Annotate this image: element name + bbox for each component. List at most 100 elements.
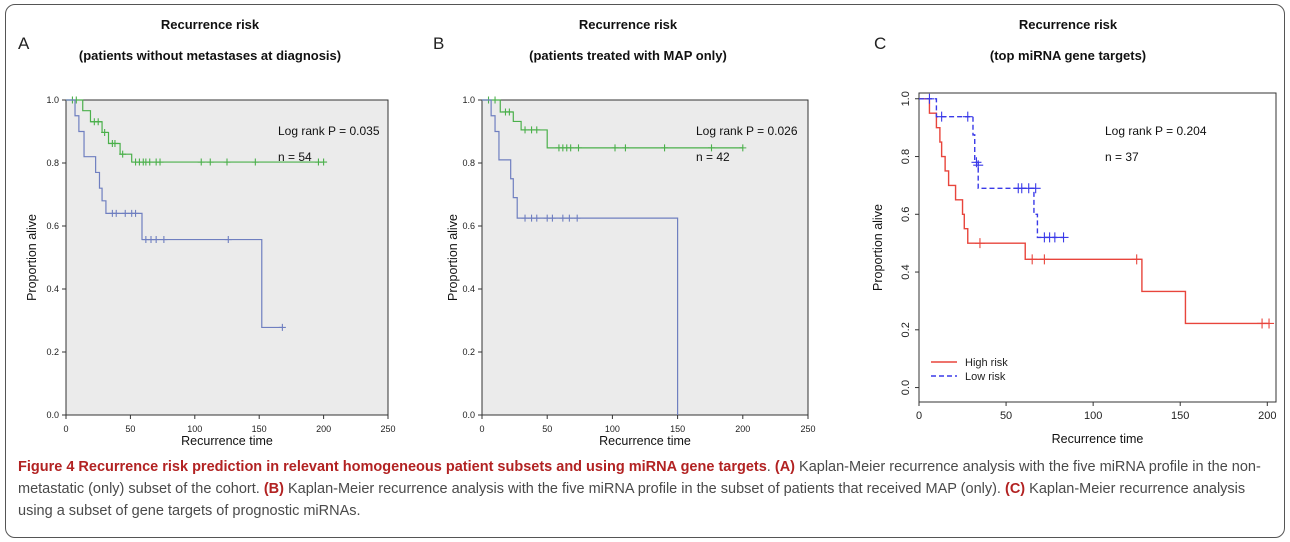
- p1-series-1-censor-mark: [533, 214, 541, 222]
- panel-b-pvalue: Log rank P = 0.026: [696, 124, 798, 138]
- p0-y-tick-label: 0.6: [46, 221, 59, 231]
- panel-c-subtitle: (top miRNA gene targets): [990, 48, 1146, 63]
- p0-series-1-censor-mark: [132, 209, 140, 217]
- panel-c-plot: 0.0 0.2 0.4 0.6 0.8 1.0 0 50 100 150 200 Proportion…: [871, 91, 1277, 446]
- caption-b-text: Kaplan-Meier recurrence analysis with th…: [283, 481, 1005, 497]
- figure-caption: Figure 4 Recurrence risk prediction in r…: [18, 456, 1274, 522]
- panel-letter-b: B: [433, 34, 444, 53]
- p0-series-0-censor-mark: [197, 158, 205, 166]
- p0-y-axis-label: Proportion alive: [25, 214, 39, 301]
- p1-series-0-censor-mark: [611, 144, 619, 152]
- p2-series-0-censor-mark: [1039, 254, 1050, 265]
- p2-series-0-censor-mark: [1027, 254, 1038, 265]
- panel-a-subtitle: (patients without metastases at diagnosi…: [79, 48, 341, 63]
- panel-letter-c: C: [874, 34, 886, 53]
- panel-a-n: n = 54: [278, 150, 312, 164]
- p1-plot-background: [481, 99, 809, 416]
- panel-a-title: Recurrence risk: [161, 17, 260, 32]
- p1-series-0-censor-mark: [661, 144, 669, 152]
- p1-series-0-censor-mark: [708, 144, 716, 152]
- p1-series-0-censor-mark: [521, 126, 529, 134]
- p0-series-1-censor-mark: [160, 236, 168, 244]
- p0-series-0-censor-mark: [119, 150, 127, 158]
- p0-series-0-censor-mark: [101, 128, 109, 136]
- p0-series-0-censor-mark: [156, 158, 164, 166]
- p0-series-1-censor-mark: [152, 236, 160, 244]
- p2-series-0-line: [919, 98, 1270, 325]
- p1-series-1-censor-mark: [548, 214, 556, 222]
- panel-a-pvalue: Log rank P = 0.035: [278, 124, 380, 138]
- caption-a-label: (A): [774, 459, 795, 475]
- p2-y-tick-label: 0.4: [900, 264, 912, 279]
- p1-y-tick-label: 0.4: [462, 284, 475, 294]
- p2-series-1-censor-mark: [936, 111, 947, 122]
- panel-c-title: Recurrence risk: [1019, 17, 1118, 32]
- p0-series-1-censor-mark: [224, 236, 232, 244]
- p2-series-0-censor-mark: [1131, 254, 1142, 265]
- p1-series-0-censor-mark: [505, 108, 513, 116]
- p0-y-tick-label: 0.0: [46, 410, 59, 420]
- p0-series-0-censor-mark: [146, 158, 154, 166]
- charts-area: A Recurrence risk (patients without meta…: [18, 17, 1277, 448]
- p2-y-tick-label: 0.6: [900, 207, 912, 222]
- p1-x-tick-label: 50: [542, 424, 552, 434]
- p2-series-1-censor-mark: [973, 160, 984, 171]
- p2-x-tick-label: 100: [1084, 410, 1102, 422]
- p1-y-axis-label: Proportion alive: [446, 214, 460, 301]
- p0-series-0-censor-mark: [223, 158, 231, 166]
- p2-y-tick-label: 0.2: [900, 322, 912, 337]
- p1-x-tick-label: 150: [670, 424, 685, 434]
- p1-x-tick-label: 200: [735, 424, 750, 434]
- p2-plot-background: [918, 92, 1277, 403]
- p2-series-0-censor-mark: [974, 238, 985, 249]
- caption-title: Figure 4 Recurrence risk prediction in r…: [18, 459, 767, 475]
- p1-x-tick-label: 0: [479, 424, 484, 434]
- p1-series-0-line: [482, 99, 743, 149]
- p1-series-0-censor-mark: [739, 144, 747, 152]
- panel-letter-a: A: [18, 34, 30, 53]
- p1-series-1-censor-mark: [573, 214, 581, 222]
- p2-series-1-censor-mark: [924, 93, 935, 104]
- caption-c-label: (C): [1005, 481, 1026, 497]
- p0-series-0-censor-mark: [206, 158, 214, 166]
- p0-y-tick-label: 0.8: [46, 158, 59, 168]
- p1-y-tick-label: 0.6: [462, 221, 475, 231]
- p2-x-tick-label: 50: [1000, 410, 1012, 422]
- p2-x-tick-label: 0: [916, 410, 922, 422]
- caption-b-label: (B): [263, 481, 284, 497]
- p1-series-0-censor-mark: [567, 144, 575, 152]
- p0-y-tick-label: 0.2: [46, 347, 59, 357]
- p2-series-1-censor-mark: [1030, 183, 1041, 194]
- p2-y-axis-label: Proportion alive: [871, 204, 885, 291]
- p2-x-axis-label: Recurrence time: [1052, 432, 1144, 446]
- p0-x-tick-label: 0: [63, 424, 68, 434]
- p2-series-1-censor-mark: [1058, 232, 1069, 243]
- p2-legend-entry: Low risk: [965, 371, 1006, 383]
- p0-x-tick-label: 250: [380, 424, 395, 434]
- p0-x-tick-label: 50: [125, 424, 135, 434]
- p0-y-tick-label: 1.0: [46, 95, 59, 105]
- panel-c-pvalue: Log rank P = 0.204: [1105, 124, 1207, 138]
- p0-series-0-censor-mark: [111, 139, 119, 147]
- panel-a-plot: 0.0 0.2 0.4 0.6 0.8 1.0 0 50 100 150 200 250 Proport…: [25, 95, 396, 448]
- p1-series-1-censor-mark: [565, 214, 573, 222]
- caption-title-period: .: [766, 459, 775, 475]
- p0-series-1-censor-mark: [121, 209, 129, 217]
- p0-x-tick-label: 100: [187, 424, 202, 434]
- p0-x-tick-label: 200: [316, 424, 331, 434]
- p1-series-1-line: [482, 99, 679, 415]
- p1-series-1-censor-mark: [559, 214, 567, 222]
- p0-series-0-censor-mark: [94, 118, 102, 126]
- panel-b-subtitle: (patients treated with MAP only): [529, 48, 727, 63]
- p0-series-1-censor-mark: [112, 209, 120, 217]
- p0-x-axis-label: Recurrence time: [181, 434, 273, 448]
- p2-y-tick-label: 0.0: [900, 380, 912, 395]
- p1-series-0-censor-mark: [533, 126, 541, 134]
- p1-y-tick-label: 1.0: [462, 95, 475, 105]
- p0-series-0-censor-mark: [251, 158, 259, 166]
- p1-x-axis-label: Recurrence time: [599, 434, 691, 448]
- panel-b-n: n = 42: [696, 150, 730, 164]
- caption-a-text: Kaplan-Meier recurrence analysis with th…: [18, 459, 1261, 497]
- p1-y-tick-label: 0.0: [462, 410, 475, 420]
- p2-x-tick-label: 200: [1258, 410, 1276, 422]
